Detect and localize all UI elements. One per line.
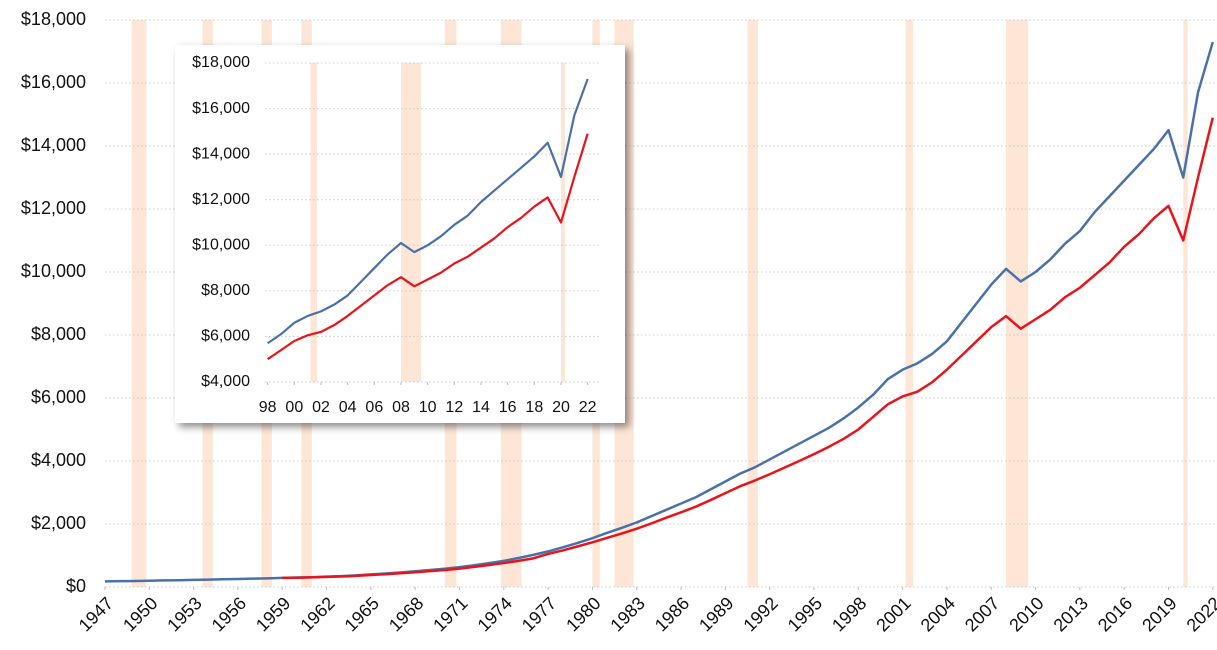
recession-band <box>747 20 758 587</box>
y-tick-label: $8,000 <box>201 282 250 299</box>
x-tick-label: 1962 <box>296 593 338 635</box>
recession-band <box>401 63 421 382</box>
series-line <box>282 117 1214 580</box>
x-tick-label: 1971 <box>429 593 471 635</box>
x-tick-label: 1968 <box>385 593 427 635</box>
x-tick-label: 1986 <box>651 593 693 635</box>
y-tick-label: $16,000 <box>192 100 250 117</box>
x-tick-label: 98 <box>259 399 277 416</box>
x-tick-label: 1992 <box>739 593 781 635</box>
y-tick-label: $18,000 <box>21 9 86 29</box>
series-line <box>267 78 589 345</box>
y-tick-label: $4,000 <box>201 373 250 390</box>
y-tick-label: $14,000 <box>21 135 86 155</box>
recession-band <box>905 20 913 587</box>
x-tick-label: 2022 <box>1183 593 1217 635</box>
x-tick-label: 2001 <box>872 593 914 635</box>
y-tick-label: $16,000 <box>21 72 86 92</box>
x-tick-label: 1956 <box>208 593 250 635</box>
series-line <box>267 133 589 361</box>
x-tick-label: 1995 <box>784 593 826 635</box>
x-tick-label: 08 <box>392 399 410 416</box>
y-tick-label: $2,000 <box>31 513 86 533</box>
y-tick-label: $12,000 <box>192 191 250 208</box>
x-tick-label: 20 <box>552 399 570 416</box>
recession-band <box>561 63 565 382</box>
x-tick-label: 2007 <box>961 593 1003 635</box>
x-tick-label: 12 <box>445 399 463 416</box>
x-tick-label: 1974 <box>474 593 516 635</box>
inset-panel <box>175 45 625 423</box>
y-tick-label: $12,000 <box>21 198 86 218</box>
x-tick-label: 1980 <box>562 593 604 635</box>
x-tick-label: 06 <box>365 399 383 416</box>
y-tick-label: $4,000 <box>31 450 86 470</box>
x-tick-label: 1977 <box>518 593 560 635</box>
x-tick-label: 2013 <box>1050 593 1092 635</box>
x-tick-label: 1998 <box>828 593 870 635</box>
x-tick-label: 16 <box>499 399 517 416</box>
x-tick-label: 2004 <box>917 593 959 635</box>
inset-chart: $4,000 $6,000 $8,000 $10,000 $12,000 $14,000 $… <box>192 54 601 416</box>
x-tick-label: 1953 <box>163 593 205 635</box>
y-tick-label: $18,000 <box>192 54 250 71</box>
x-tick-label: 2019 <box>1138 593 1180 635</box>
x-tick-label: 1947 <box>75 593 117 635</box>
x-tick-label: 1959 <box>252 593 294 635</box>
recession-band <box>1005 20 1029 587</box>
y-tick-label: $6,000 <box>31 387 86 407</box>
x-tick-label: 02 <box>312 399 330 416</box>
x-tick-label: 2016 <box>1094 593 1136 635</box>
x-tick-label: 1989 <box>695 593 737 635</box>
x-tick-label: 1983 <box>606 593 648 635</box>
x-tick-label: 2010 <box>1005 593 1047 635</box>
x-tick-label: 1965 <box>341 593 383 635</box>
y-tick-label: $14,000 <box>192 145 250 162</box>
x-tick-label: 1950 <box>119 593 161 635</box>
x-tick-label: 04 <box>339 399 357 416</box>
y-tick-label: $6,000 <box>201 328 250 345</box>
x-tick-label: 00 <box>285 399 303 416</box>
x-tick-label: 18 <box>525 399 543 416</box>
x-tick-label: 14 <box>472 399 490 416</box>
x-tick-label: 10 <box>419 399 437 416</box>
recession-band <box>1183 20 1188 587</box>
x-tick-label: 22 <box>579 399 597 416</box>
recession-band <box>131 20 147 587</box>
y-tick-label: $8,000 <box>31 324 86 344</box>
y-tick-label: $10,000 <box>21 261 86 281</box>
recession-band <box>310 63 317 382</box>
y-tick-label: $0 <box>66 576 86 596</box>
y-tick-label: $10,000 <box>192 237 250 254</box>
